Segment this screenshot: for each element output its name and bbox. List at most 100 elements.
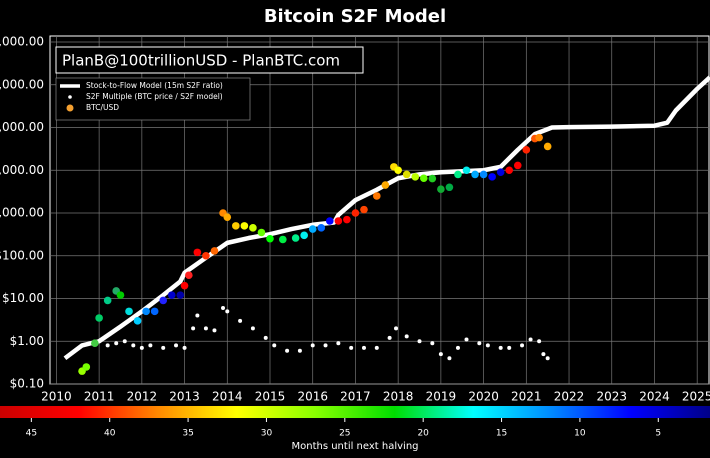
x-tick-label: 2011 [84,390,115,404]
point [454,170,462,179]
point [417,339,422,344]
legend-box [55,77,251,121]
colorbar-label: Months until next halving [291,441,418,452]
point [114,341,119,346]
point [528,337,533,342]
colorbar-tick-label: 5 [655,429,661,439]
point [520,343,525,348]
x-tick-label: 2015 [255,390,286,404]
y-tick-label: $0.10 [10,377,44,391]
colorbar-tick-label: 45 [26,429,37,439]
legend-marker [68,95,72,99]
plot-area [63,75,710,375]
point [462,166,471,175]
colorbar [0,406,710,418]
point [535,133,543,142]
point [351,209,360,217]
point [291,234,300,242]
point [116,291,125,299]
y-tick-label: $1,000,000.00 [0,77,44,91]
point [105,343,110,348]
point [537,339,542,344]
point [343,215,351,224]
point [438,352,443,357]
point [522,146,531,154]
point [464,337,469,342]
point [488,173,496,181]
point [437,185,445,194]
legend-label: S2F Multiple (BTC price / S2F model) [86,92,223,101]
point [430,341,435,346]
point [232,222,240,230]
colorbar-tick-label: 20 [417,429,429,439]
point [361,345,366,350]
point [202,251,210,260]
point [203,326,208,331]
point [249,224,257,232]
x-tick-label: 2018 [383,390,414,404]
point [103,296,112,305]
point [195,313,200,318]
point [148,343,153,348]
point [131,343,136,348]
model-line [63,75,710,361]
point [161,345,166,350]
point [125,307,133,316]
point [182,345,187,350]
point [279,235,287,244]
point [191,326,196,331]
point [455,345,460,350]
point [285,348,290,353]
point [507,345,512,350]
colorbar-tick-label: 10 [574,429,586,439]
x-tick-label: 2010 [41,390,72,404]
point [185,271,193,280]
x-tick-label: 2013 [169,390,200,404]
point [91,339,99,348]
point [477,341,482,346]
point [428,174,437,183]
y-tick-label: $100,000.00 [0,120,44,134]
point [223,213,232,221]
point [513,161,522,170]
y-tick-label: $10,000,000.00 [0,35,44,49]
point [257,228,266,237]
point [545,356,550,361]
point [122,339,127,344]
point [142,307,150,316]
point [374,345,379,350]
point [360,205,368,214]
point [334,217,343,225]
point [212,328,217,333]
x-tick-label: 2019 [426,390,457,404]
point [310,343,315,348]
point [225,309,230,314]
y-tick-label: $10,000.00 [0,163,44,177]
point [372,192,381,200]
point [133,317,142,325]
point [411,173,420,181]
x-tick-label: 2025 [682,390,710,404]
point [263,335,268,340]
x-tick-label: 2012 [127,390,158,404]
point [404,334,409,339]
colorbar-tick-label: 40 [104,429,116,439]
legend-marker [66,104,74,112]
x-tick-label: 2014 [212,390,243,404]
point [541,352,546,357]
x-tick-label: 2022 [554,390,585,404]
colorbar-tick-label: 15 [496,429,507,439]
point [381,181,390,189]
point [394,166,402,175]
point [326,217,334,225]
y-tick-label: $1,000.00 [0,206,44,220]
point [419,174,428,183]
point [266,234,274,243]
point [479,170,488,179]
point [272,343,277,348]
point [82,363,91,371]
point [447,356,452,361]
point [167,291,176,299]
point [174,343,179,348]
point [250,326,255,331]
